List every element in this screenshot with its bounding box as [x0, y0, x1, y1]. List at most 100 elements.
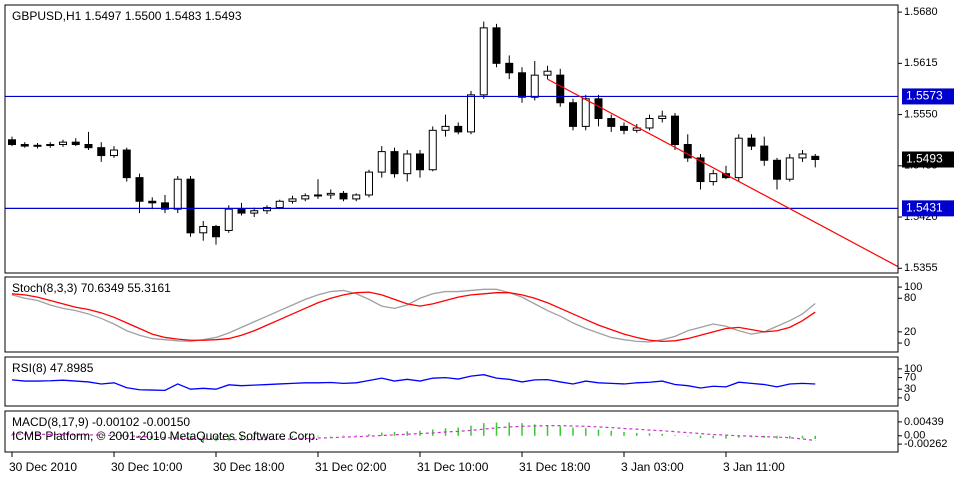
macd-bar: [138, 435, 141, 439]
candle-body: [224, 208, 233, 231]
indicator-line: [11, 291, 816, 343]
panel-title: RSI(8) 47.8985: [12, 361, 94, 375]
candle-body: [263, 207, 271, 212]
macd-bar: [355, 435, 357, 436]
candle-body: [97, 147, 106, 157]
macd-bar: [266, 435, 268, 439]
candle-body: [122, 149, 131, 179]
candle-body: [352, 194, 361, 200]
macd-bar: [279, 435, 281, 439]
candle-body: [301, 195, 310, 200]
candle-body: [811, 155, 820, 160]
candle-body: [709, 173, 718, 183]
trend-line: [547, 78, 899, 268]
candle-body: [671, 115, 679, 146]
macd-bar: [687, 435, 689, 437]
line-price-label: 1.5431: [906, 201, 943, 215]
x-tick-label: 31 Dec 02:00: [315, 460, 387, 474]
macd-bar: [508, 422, 510, 436]
macd-bar: [100, 435, 102, 437]
x-tick-label: 31 Dec 18:00: [519, 460, 591, 474]
candle-body: [722, 173, 730, 179]
macd-bar: [699, 435, 702, 439]
candle-body: [20, 144, 29, 147]
macd-bar: [24, 434, 26, 436]
indicator-line: [11, 288, 816, 343]
candle-body: [581, 98, 590, 127]
y-tick-label: 80: [904, 292, 916, 304]
macd-bar: [725, 435, 727, 439]
candle-body: [441, 125, 450, 131]
y-tick-label: 1.5550: [904, 108, 938, 120]
macd-bar: [36, 435, 39, 436]
y-tick-label: 100: [904, 363, 922, 375]
y-tick-label: -0.00262: [904, 438, 947, 450]
macd-bar: [215, 435, 217, 442]
macd-bar: [381, 432, 383, 436]
candle-body: [428, 129, 437, 171]
y-tick-label: 0: [904, 337, 910, 349]
candle-body: [275, 200, 284, 209]
macd-bar: [521, 423, 523, 436]
candle-body: [377, 151, 386, 173]
line-price-box: [902, 200, 954, 217]
panel-title: Stoch(8,3,3) 70.6349 55.3161: [12, 281, 171, 295]
copyright: ICMB Platform, © 2001-2010 MetaQuotes So…: [12, 429, 318, 443]
macd-bar: [738, 435, 740, 438]
line-price-box: [902, 88, 954, 105]
candle-body: [479, 27, 488, 96]
macd-bar: [253, 435, 255, 440]
macd-bar: [585, 428, 587, 436]
candle-body: [161, 202, 169, 210]
candle-body: [186, 178, 195, 234]
y-tick-label: 30: [904, 383, 916, 395]
candle-body: [785, 157, 794, 180]
macd-bar: [393, 431, 396, 436]
macd-bar: [597, 429, 600, 436]
macd-bar: [406, 431, 408, 436]
macd-bar: [11, 434, 13, 436]
candle-body: [326, 192, 335, 196]
x-tick-label: 30 Dec 2010: [9, 460, 77, 474]
x-tick-label: 3 Jan 03:00: [621, 460, 684, 474]
macd-bar: [202, 435, 204, 441]
candle-body: [760, 145, 769, 161]
candle-body: [734, 137, 743, 179]
macd-bar: [62, 435, 64, 436]
candle-body: [173, 178, 182, 210]
y-tick-label: 0: [904, 392, 910, 404]
macd-bar: [177, 435, 179, 440]
panel-title: GBPUSD,H1 1.5497 1.5500 1.5483 1.5493: [12, 9, 242, 23]
candle-body: [683, 144, 692, 159]
macd-bar: [304, 435, 306, 438]
candle-body: [33, 144, 42, 147]
macd-bar: [126, 435, 128, 438]
candle-body: [288, 198, 297, 202]
candle-body: [416, 153, 424, 171]
candle-body: [390, 151, 399, 175]
macd-bar: [342, 435, 345, 436]
macd-bar: [712, 435, 714, 439]
candle-body: [237, 208, 246, 214]
y-tick-label: 0.00439: [904, 416, 944, 428]
macd-bar: [368, 434, 370, 436]
candle-body: [798, 153, 807, 159]
bid-price-box: [902, 151, 954, 168]
macd-bar: [763, 435, 765, 438]
macd-bar: [164, 435, 166, 440]
panel-frame: [4, 276, 899, 353]
macd-bar: [789, 435, 791, 439]
x-tick-label: 31 Dec 10:00: [417, 460, 489, 474]
candle-body: [8, 139, 16, 146]
candle-body: [199, 225, 208, 234]
candle-body: [212, 225, 220, 238]
macd-bar: [572, 427, 574, 436]
candle-body: [84, 144, 93, 149]
candle-body: [543, 70, 552, 76]
candle-body: [314, 194, 322, 197]
macd-bar: [291, 435, 294, 438]
y-tick-label: 20: [904, 326, 916, 338]
candle-body: [569, 102, 577, 127]
